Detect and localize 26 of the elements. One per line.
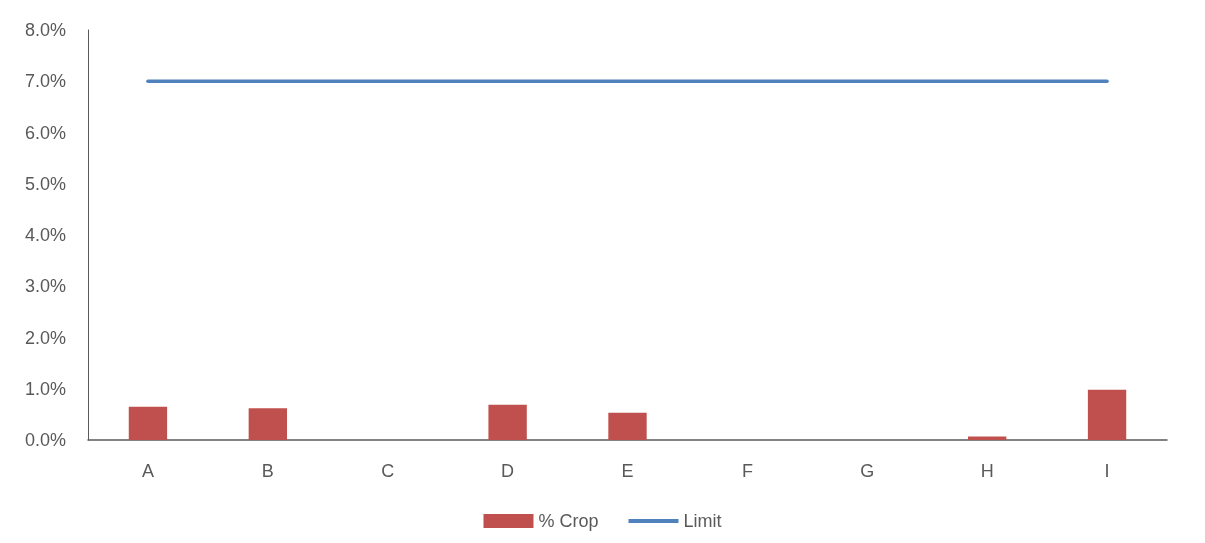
x-tick-label: B: [261, 461, 274, 481]
y-tick-label: 5.0%: [24, 173, 66, 194]
y-tick-label: 4.0%: [24, 225, 66, 245]
y-tick-label: 6.0%: [24, 122, 66, 143]
legend-label: % Crop: [538, 511, 599, 531]
bar: [967, 436, 1007, 440]
bar: [488, 404, 527, 440]
x-tick-label: G: [860, 461, 875, 481]
x-tick-label: I: [1104, 461, 1110, 481]
x-tick-label: E: [621, 461, 634, 481]
bar: [248, 408, 288, 440]
y-tick-label: 1.0%: [24, 378, 66, 399]
bar: [608, 412, 647, 440]
x-tick-label: D: [501, 461, 515, 481]
x-tick-label: C: [381, 461, 395, 481]
y-tick-label: 7.0%: [24, 71, 66, 92]
x-tick-label: F: [741, 461, 753, 481]
x-tick-label: A: [141, 461, 154, 481]
bar: [1087, 389, 1127, 440]
y-tick-label: 8.0%: [24, 20, 66, 40]
legend-label: Limit: [683, 511, 722, 531]
y-tick-label: 3.0%: [24, 276, 66, 297]
bar: [128, 406, 168, 440]
y-tick-label: 0.0%: [24, 430, 66, 450]
x-tick-label: H: [980, 461, 994, 481]
y-tick-label: 2.0%: [24, 327, 66, 348]
